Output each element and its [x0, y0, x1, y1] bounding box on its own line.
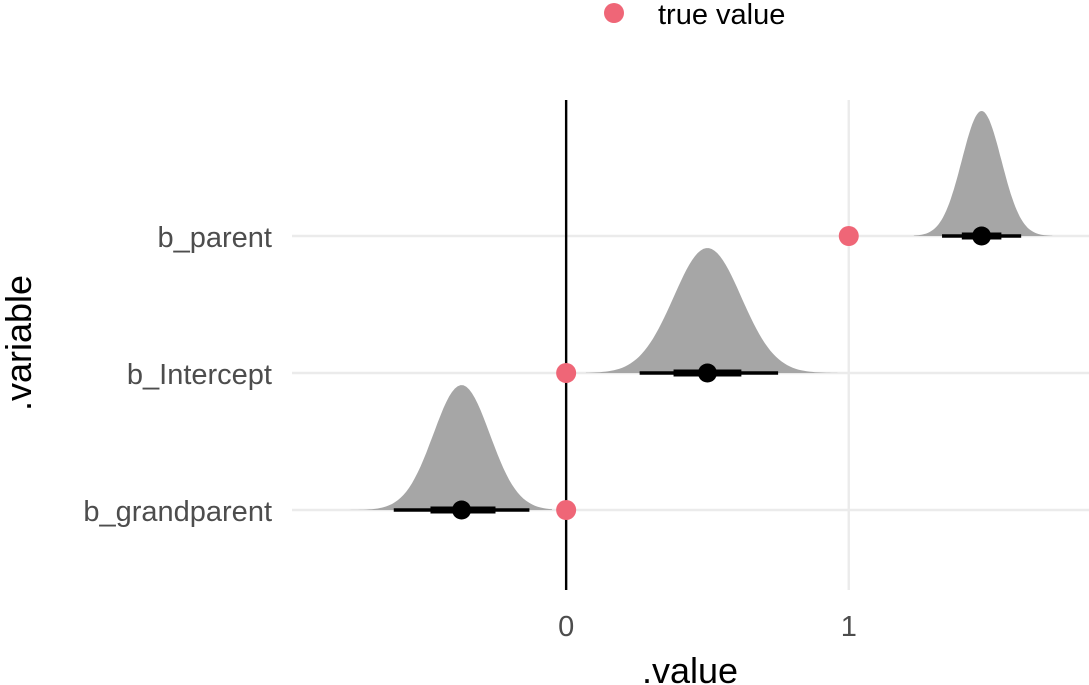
density-b-parent — [913, 111, 1053, 236]
y-axis-title: .variable — [0, 275, 39, 411]
true-values — [556, 226, 859, 520]
legend-true-value-label: true value — [658, 0, 785, 31]
x-axis-title: .value — [642, 650, 738, 685]
density-b-grandparent — [294, 385, 552, 510]
true-value-point-b-parent — [838, 226, 859, 246]
y-axis-tick-labels: b_grandparent b_Intercept b_parent — [83, 222, 272, 528]
x-tick-label: 0 — [558, 611, 574, 643]
y-tick-label-b-intercept: b_Intercept — [127, 359, 272, 391]
densities — [294, 111, 1053, 510]
y-tick-label-b-parent: b_parent — [158, 222, 273, 254]
y-tick-label-b-grandparent: b_grandparent — [83, 496, 272, 528]
median-point-b-parent — [972, 226, 992, 246]
intervals — [393, 226, 1022, 520]
true-value-point-b-grandparent — [556, 500, 577, 520]
median-point-b-intercept — [697, 363, 717, 383]
density-b-intercept — [585, 248, 838, 373]
true-value-point-b-intercept — [556, 363, 577, 383]
median-point-b-grandparent — [452, 500, 472, 520]
legend-true-value-marker — [604, 3, 624, 23]
x-tick-label: 1 — [841, 611, 857, 643]
legend: true value — [604, 0, 785, 31]
